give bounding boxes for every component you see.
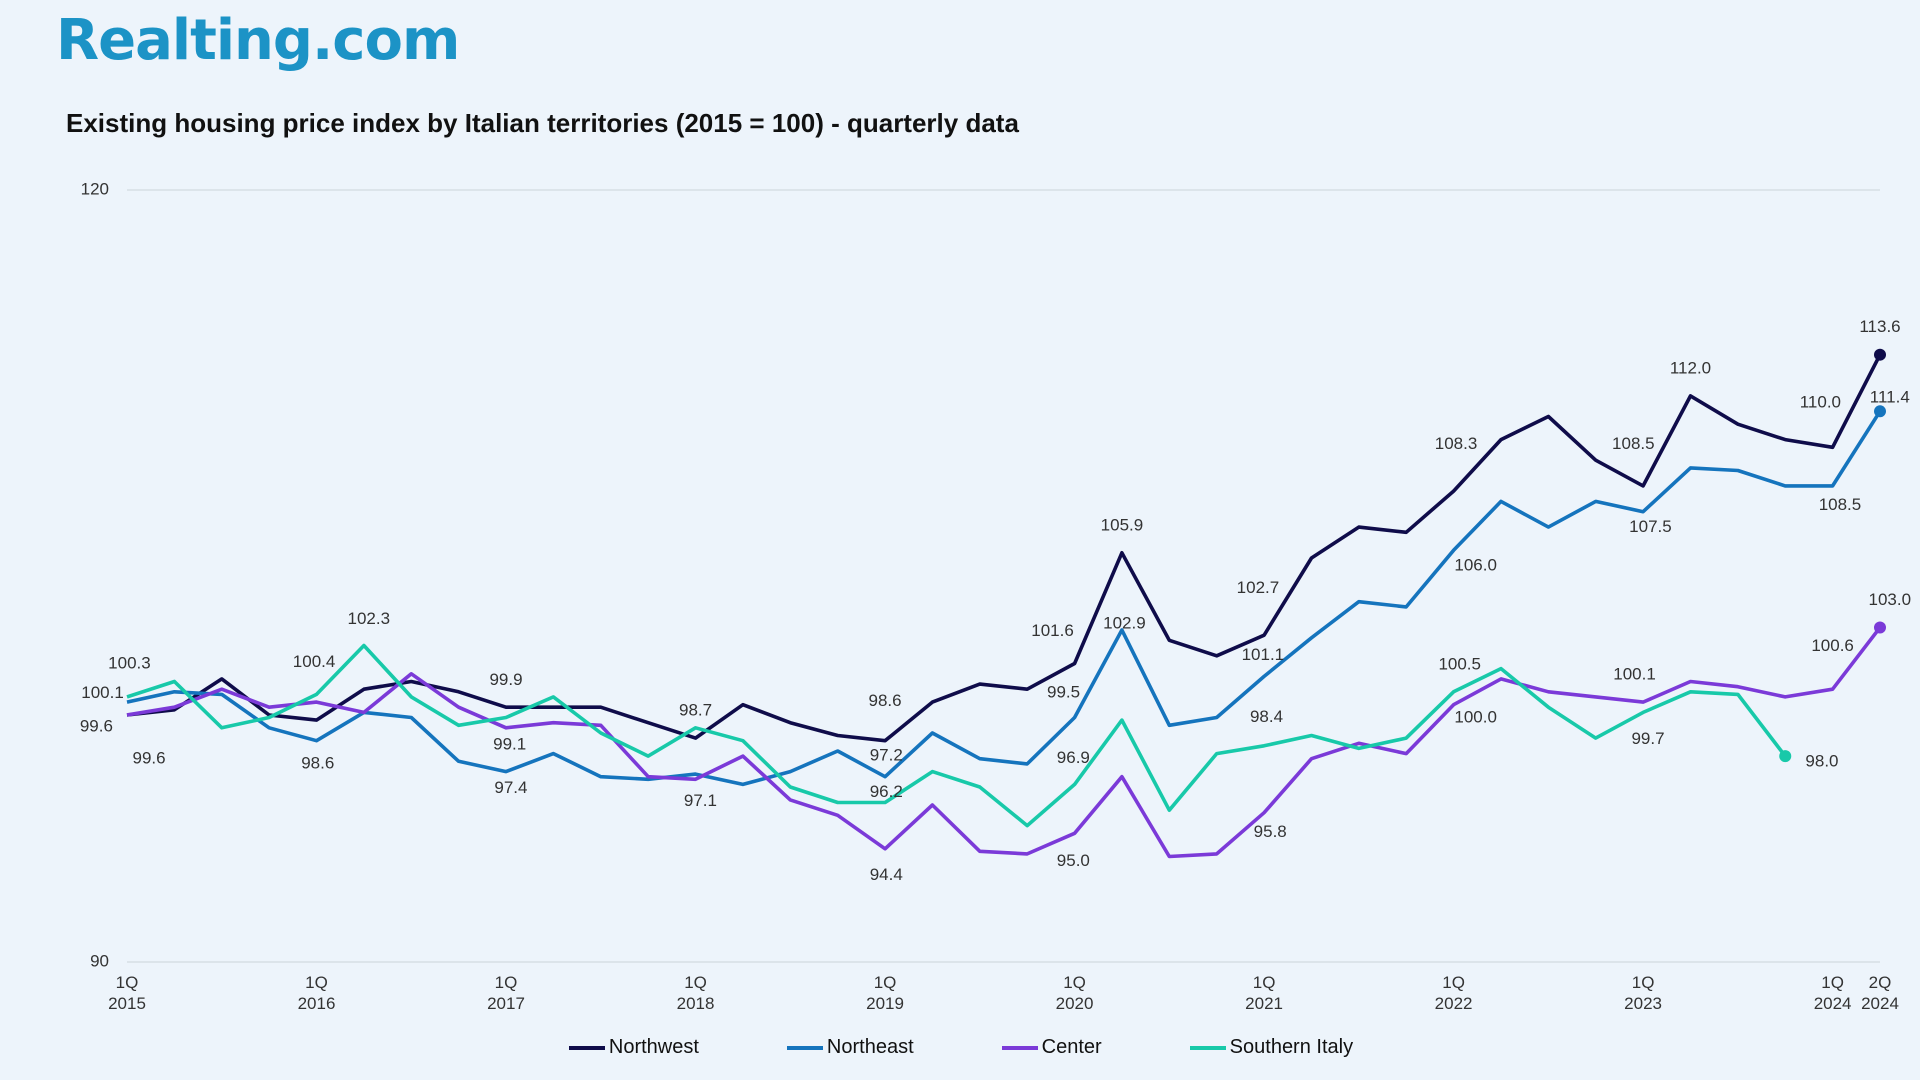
- x-tick-label: 1Q 2021: [1245, 973, 1283, 1013]
- series-line: [126, 626, 1882, 859]
- data-label: 99.6: [132, 749, 165, 768]
- x-tick-label: 1Q 2016: [297, 973, 336, 1013]
- data-label: 98.4: [1250, 707, 1283, 726]
- data-label: 100.0: [1454, 708, 1497, 727]
- data-label: 100.5: [1438, 654, 1481, 673]
- y-tick-label: 120: [81, 179, 109, 198]
- data-label: 99.6: [80, 717, 113, 736]
- data-label: 108.5: [1819, 495, 1862, 514]
- legend-item: Northeast: [785, 1036, 914, 1059]
- legend-swatch: [1189, 1045, 1226, 1050]
- data-label: 97.4: [494, 778, 527, 797]
- data-label: 99.1: [493, 734, 526, 753]
- data-label: 101.6: [1031, 621, 1074, 640]
- legend-label: Northeast: [826, 1036, 914, 1058]
- series-line: [126, 353, 1882, 743]
- data-label: 101.1: [1242, 645, 1285, 664]
- legend-item: Northwest: [567, 1036, 699, 1059]
- data-label: 100.4: [293, 652, 336, 671]
- data-label: 108.5: [1612, 434, 1655, 453]
- x-tick-label: 1Q 2019: [866, 973, 904, 1013]
- data-label: 98.6: [301, 753, 334, 772]
- logo: Realting.com: [56, 8, 460, 73]
- x-tick-label: 1Q 2018: [676, 973, 715, 1013]
- data-label: 102.7: [1237, 578, 1280, 597]
- data-label: 105.9: [1101, 515, 1144, 534]
- data-label: 111.4: [1870, 387, 1910, 406]
- end-marker: [1874, 405, 1886, 418]
- x-tick-label: 2Q 2024: [1861, 973, 1899, 1013]
- end-marker: [1874, 621, 1886, 634]
- data-label: 100.1: [81, 683, 124, 702]
- data-label: 97.2: [870, 745, 903, 764]
- data-label: 100.3: [108, 653, 151, 672]
- data-label: 98.6: [869, 691, 902, 710]
- end-marker: [1874, 348, 1886, 361]
- legend-swatch: [1001, 1045, 1038, 1050]
- data-label: 102.3: [348, 609, 391, 628]
- data-label: 99.5: [1047, 683, 1080, 702]
- data-label: 99.9: [489, 670, 522, 689]
- data-label: 99.7: [1631, 729, 1664, 748]
- data-label: 98.0: [1805, 752, 1838, 771]
- x-tick-label: 1Q 2017: [487, 973, 525, 1013]
- x-tick-label: 1Q 2015: [108, 973, 146, 1013]
- data-label: 94.4: [870, 865, 903, 884]
- data-label: 95.8: [1254, 822, 1287, 841]
- data-label: 113.6: [1859, 317, 1900, 336]
- data-label: 108.3: [1435, 434, 1478, 453]
- x-tick-label: 1Q 2024: [1813, 973, 1852, 1013]
- data-label: 106.0: [1454, 556, 1497, 575]
- x-tick-label: 1Q 2020: [1055, 973, 1094, 1013]
- data-label: 103.0: [1869, 590, 1912, 609]
- legend: Northwest Northeast Center Southern Italy: [0, 1036, 1920, 1059]
- data-label: 97.1: [684, 791, 717, 810]
- x-tick-label: 1Q 2023: [1624, 973, 1662, 1013]
- legend-swatch: [568, 1045, 605, 1050]
- legend-swatch: [786, 1045, 823, 1050]
- data-label: 112.0: [1670, 358, 1711, 377]
- data-label: 100.6: [1811, 636, 1854, 655]
- chart-title: Existing housing price index by Italian …: [66, 108, 1019, 138]
- data-label: 102.9: [1103, 613, 1146, 632]
- legend-label: Southern Italy: [1229, 1036, 1354, 1058]
- series-line: [126, 643, 1787, 828]
- legend-item: Southern Italy: [1188, 1036, 1353, 1059]
- y-tick-label: 90: [90, 951, 109, 970]
- legend-item: Center: [1000, 1036, 1102, 1059]
- data-label: 107.5: [1629, 517, 1672, 536]
- legend-label: Center: [1041, 1036, 1102, 1058]
- end-marker: [1779, 750, 1792, 763]
- data-label: 98.7: [679, 701, 712, 720]
- x-tick-label: 1Q 2022: [1434, 973, 1473, 1013]
- series-line: [126, 410, 1882, 787]
- data-label: 100.1: [1613, 665, 1656, 684]
- data-label: 96.9: [1057, 748, 1090, 767]
- data-label: 95.0: [1057, 851, 1090, 870]
- legend-label: Northwest: [608, 1036, 699, 1058]
- data-label: 110.0: [1800, 393, 1841, 412]
- data-label: 96.2: [870, 782, 903, 801]
